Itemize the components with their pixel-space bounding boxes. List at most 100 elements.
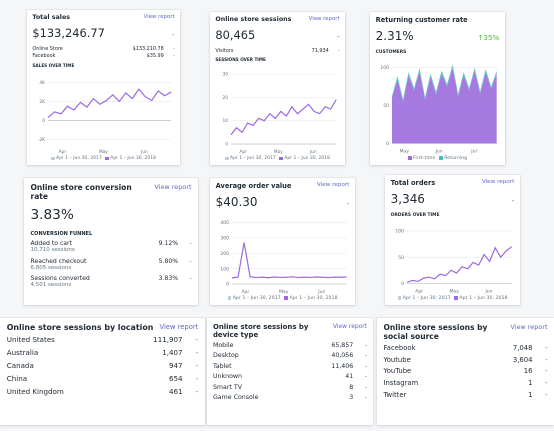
- table-cell: Australia: [6, 348, 39, 358]
- legend-label: Apr 1 – Jun 30, 2018: [110, 155, 156, 161]
- area: [391, 67, 497, 144]
- x-tick-label: Apr: [241, 289, 249, 295]
- section-title: CONVERSION FUNNEL: [30, 231, 93, 238]
- table-cell: Youtube: [383, 355, 411, 364]
- table-cell: 461: [169, 386, 183, 396]
- table-row: Smart TV 8 -: [213, 382, 367, 393]
- legend-label: Apr 1 – Jun 30, 2017: [230, 155, 276, 161]
- card: Total orders View report 3,346 - ORDERS OVER…: [385, 175, 520, 305]
- legend-swatch: [225, 156, 229, 161]
- legend-label: Apr 1 – Jun 30, 2017: [232, 295, 281, 301]
- legend-item: Returning: [439, 156, 467, 161]
- table-cell: 8: [349, 383, 354, 391]
- y-tick-label: 100: [380, 65, 389, 71]
- y-tick-label: 10: [223, 118, 229, 124]
- funnel-step: Reached checkout 6,805 sessions: [30, 258, 158, 271]
- table-cell: 7,048: [512, 343, 533, 352]
- card-title: Average order value: [215, 182, 292, 191]
- card-title: Online store sessions by social source: [383, 323, 488, 342]
- y-tick-label: 100: [395, 229, 404, 235]
- table-cell: 1,407: [162, 348, 183, 358]
- chart-title: CUSTOMERS: [375, 50, 407, 56]
- table-cell: -: [195, 348, 199, 358]
- metric-change: -: [346, 198, 350, 208]
- card: Online store sessions by device type View…: [207, 318, 373, 425]
- funnel-label: Reached checkout: [30, 257, 87, 265]
- view-report-link[interactable]: View report: [154, 183, 192, 192]
- area: [391, 64, 497, 102]
- table-cell: -: [545, 343, 548, 352]
- table-cell: China: [6, 373, 28, 383]
- table-cell: 1: [528, 391, 533, 400]
- table-cell: -: [545, 391, 548, 400]
- view-report-link[interactable]: View report: [308, 16, 340, 23]
- x-tick-label: May: [99, 149, 108, 155]
- view-report-link[interactable]: View report: [316, 182, 350, 189]
- metric-change: -: [172, 31, 175, 40]
- legend-item: Apr 1 – Jun 30, 2017: [227, 295, 281, 301]
- breakdown-cell: -: [172, 53, 175, 60]
- y-tick-label: 0: [386, 141, 389, 147]
- legend-swatch: [51, 156, 55, 161]
- funnel-change: -: [189, 240, 192, 248]
- legend-swatch: [105, 156, 109, 161]
- breakdown-cell: -: [337, 47, 340, 54]
- view-report-link[interactable]: View report: [143, 14, 175, 21]
- view-report-link[interactable]: View report: [481, 179, 515, 186]
- table-cell: Canada: [6, 361, 34, 371]
- chart: 100 50 0 Apr May Jun: [395, 229, 512, 295]
- funnel-label: Sessions converted: [30, 274, 90, 282]
- metric-change: -: [337, 33, 340, 42]
- table-cell: -: [364, 362, 368, 370]
- x-tick-label: Jun: [434, 149, 442, 155]
- table-cell: 40,056: [331, 352, 354, 360]
- view-report-link[interactable]: View report: [510, 323, 548, 332]
- view-report-link[interactable]: View report: [332, 322, 368, 330]
- y-tick-label: -2K: [38, 137, 45, 143]
- y-tick-label: 0: [43, 118, 46, 124]
- breakdown-cell: $133,210.78: [132, 45, 164, 52]
- x-tick-label: Jun: [141, 149, 149, 155]
- funnel-row: Reached checkout 6,805 sessions 5.80% -: [30, 258, 191, 271]
- chart: 30 20 10 0 Apr May Jun: [223, 71, 338, 155]
- funnel-sessions: 6,805 sessions: [30, 264, 72, 271]
- y-tick-label: 0: [401, 281, 404, 287]
- card-title: Online store sessions by device type: [212, 322, 309, 340]
- legend-swatch: [279, 156, 283, 161]
- chart-title: ORDERS OVER TIME: [390, 213, 440, 219]
- card-title: Total orders: [390, 179, 436, 188]
- legend: First-time Returning: [376, 156, 500, 161]
- legend-swatch: [454, 296, 459, 300]
- metric-change: -: [511, 195, 515, 205]
- y-tick-label: 50: [398, 255, 404, 261]
- table-cell: 111,907: [153, 335, 183, 345]
- metric-value: 3.83%: [30, 206, 74, 223]
- breakdown-row: Visitors 71,934 -: [215, 47, 339, 55]
- table-cell: 3: [349, 394, 354, 402]
- y-tick-label: 300: [220, 235, 229, 241]
- table-cell: 654: [169, 373, 183, 383]
- table-row: YouTube 16 -: [383, 366, 547, 378]
- metric-value: $133,246.77: [32, 26, 105, 41]
- card-header: Online store sessions by device type View…: [213, 323, 367, 340]
- metric: 2.31% ↑35%: [376, 29, 500, 43]
- y-tick-label: 0: [226, 281, 229, 287]
- legend-item: Apr 1 – Jun 30, 2018: [279, 156, 330, 161]
- card-header: Returning customer rate: [376, 16, 500, 24]
- metric: $133,246.77 -: [32, 26, 174, 40]
- metric-change: ↑35%: [477, 32, 500, 42]
- table-row: Canada 947 -: [7, 359, 199, 372]
- x-tick-label: Apr: [240, 149, 248, 155]
- table-cell: -: [364, 383, 368, 391]
- funnel-step: Added to cart 10,710 sessions: [30, 240, 158, 253]
- funnel-rate: 9.12%: [158, 240, 179, 248]
- legend-swatch: [439, 156, 443, 160]
- card-title: Online store sessions: [215, 16, 292, 24]
- breakdown-cell: -: [172, 45, 175, 52]
- table-cell: -: [195, 335, 199, 345]
- view-report-link[interactable]: View report: [159, 323, 199, 332]
- funnel-sessions: 4,501 sessions: [30, 281, 72, 288]
- legend-swatch: [284, 296, 289, 300]
- table-cell: -: [545, 379, 548, 388]
